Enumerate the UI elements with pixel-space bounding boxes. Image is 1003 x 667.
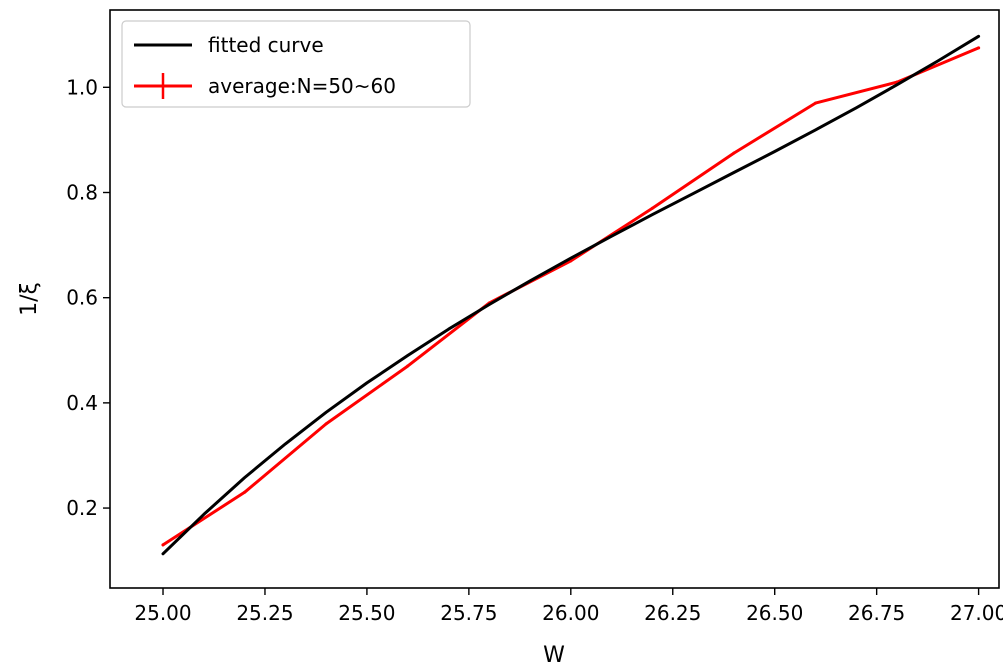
legend-label-average: average:N=50~60 [208,74,396,98]
y-tick-label: 0.4 [66,391,98,415]
x-tick-label: 26.00 [542,601,599,625]
data-point-average [324,422,328,426]
data-point-average [161,543,165,547]
x-axis: 25.00 25.25 25.50 25.75 26.00 26.25 26.50 26.75… [134,588,1003,625]
legend-box [121,20,471,108]
x-tick-label: 25.50 [338,601,395,625]
legend-label-fitted-curve: fitted curve [208,33,324,57]
y-tick-label: 0.2 [66,496,98,520]
y-tick-label: 0.6 [66,286,98,310]
x-tick-label: 25.00 [134,601,191,625]
x-tick-label: 25.75 [440,601,497,625]
x-tick-label: 27.00 [950,601,1003,625]
x-tick-label: 26.25 [644,601,701,625]
x-tick-label: 25.25 [236,601,293,625]
y-axis-label: 1/ξ [17,282,42,316]
y-tick-label: 0.8 [66,180,98,204]
data-point-average [243,490,247,494]
y-axis: 0.2 0.4 0.6 0.8 1.0 [66,75,110,520]
plot-frame [109,9,1000,589]
y-tick-label: 1.0 [66,75,98,99]
series-layer [161,34,981,556]
x-axis-label: W [543,643,565,667]
data-point-average [813,101,817,105]
x-tick-label: 26.75 [848,601,905,625]
data-point-average [977,46,981,50]
data-point-average [650,206,654,210]
data-point-average [406,364,410,368]
x-tick-label: 26.50 [746,601,803,625]
series-line-fitted-curve [161,34,981,556]
data-point-average [732,151,736,155]
legend: fitted curve average:N=50~60 [121,20,471,108]
